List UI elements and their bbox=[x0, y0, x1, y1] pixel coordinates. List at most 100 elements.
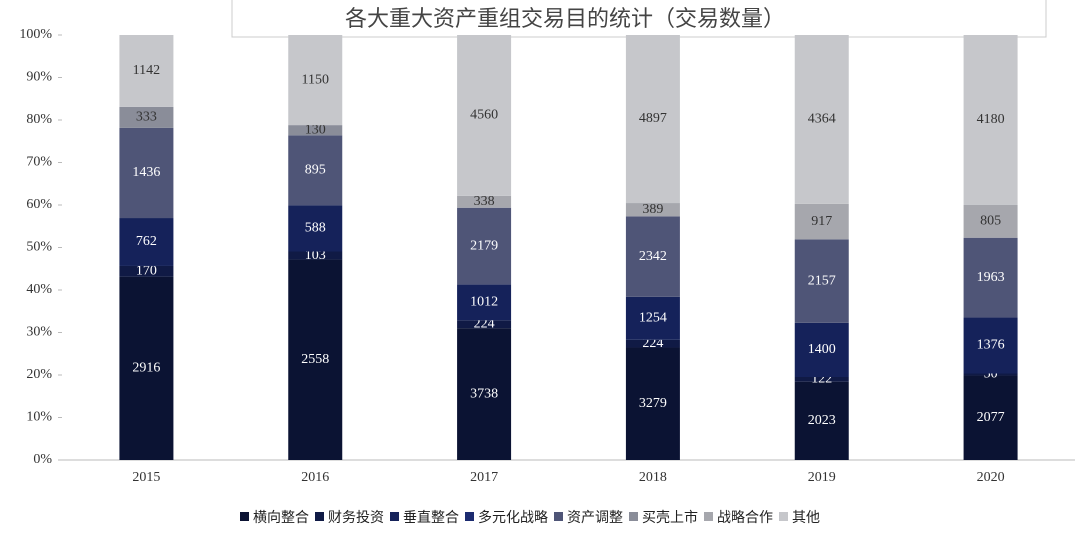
y-tick-label: 10% bbox=[26, 410, 52, 425]
data-label: 1376 bbox=[977, 338, 1005, 353]
bar-segment bbox=[119, 106, 174, 128]
bar-segment bbox=[625, 347, 680, 460]
legend-label: 横向整合 bbox=[253, 510, 309, 526]
legend-label: 买壳上市 bbox=[642, 509, 698, 526]
data-label: 917 bbox=[811, 214, 832, 229]
data-label: 1012 bbox=[470, 295, 498, 310]
y-tick-label: 90% bbox=[26, 70, 52, 85]
bar-segment bbox=[963, 237, 1018, 318]
data-label: 338 bbox=[474, 194, 495, 209]
data-label: 1150 bbox=[302, 72, 329, 87]
x-tick-label: 2020 bbox=[977, 470, 1005, 485]
bar-segment bbox=[288, 205, 343, 252]
data-label: 170 bbox=[136, 264, 157, 279]
bar-segment bbox=[288, 125, 343, 136]
legend-label: 垂直整合 bbox=[403, 509, 459, 526]
data-label: 333 bbox=[136, 109, 157, 124]
bar-segment bbox=[457, 284, 512, 321]
x-tick-label: 2017 bbox=[470, 470, 498, 485]
bar-segment bbox=[288, 135, 343, 206]
legend-swatch bbox=[779, 512, 788, 521]
y-tick-label: 70% bbox=[26, 155, 52, 170]
bar-segment bbox=[963, 204, 1018, 238]
data-label: 2558 bbox=[301, 352, 329, 367]
bar-segment bbox=[625, 216, 680, 297]
data-label: 3738 bbox=[470, 386, 498, 401]
legend-swatch bbox=[465, 512, 474, 521]
bar-segment bbox=[625, 296, 680, 340]
data-label: 1400 bbox=[808, 342, 836, 357]
y-tick-label: 60% bbox=[26, 197, 52, 212]
y-tick-label: 80% bbox=[26, 112, 52, 127]
bar-segment bbox=[794, 35, 849, 204]
y-tick-label: 40% bbox=[26, 282, 52, 297]
bar-segment bbox=[288, 259, 343, 460]
data-label: 2179 bbox=[470, 238, 498, 253]
x-tick-label: 2019 bbox=[808, 470, 836, 485]
bar-segment bbox=[119, 35, 174, 107]
y-tick-label: 50% bbox=[26, 240, 52, 255]
bar-segment bbox=[963, 35, 1018, 205]
bar-segment bbox=[457, 35, 512, 196]
bar-segment bbox=[794, 381, 849, 460]
data-label: 1254 bbox=[639, 310, 667, 325]
bar-segment bbox=[625, 203, 680, 217]
data-label: 2916 bbox=[132, 361, 160, 376]
bar-segment bbox=[963, 375, 1018, 460]
data-label: 3279 bbox=[639, 396, 667, 411]
bar-segment bbox=[794, 322, 849, 377]
legend-swatch bbox=[704, 512, 713, 521]
bar-segment bbox=[794, 203, 849, 240]
bar-segment bbox=[119, 276, 174, 460]
data-label: 1963 bbox=[977, 270, 1005, 285]
bar-segment bbox=[457, 195, 512, 208]
bar-segment bbox=[963, 373, 1018, 376]
y-tick-label: 30% bbox=[26, 325, 52, 340]
data-label: 4180 bbox=[977, 112, 1005, 127]
data-label: 130 bbox=[305, 122, 326, 137]
y-tick-label: 0% bbox=[33, 452, 52, 467]
chart-title: 各大重大资产重组交易目的统计（交易数量） bbox=[345, 7, 785, 32]
bar-segment bbox=[794, 376, 849, 382]
bar-segment bbox=[119, 218, 174, 266]
legend-label: 多元化战略 bbox=[478, 509, 548, 526]
legend-swatch bbox=[315, 512, 324, 521]
data-label: 1142 bbox=[133, 63, 160, 78]
data-label: 2157 bbox=[808, 273, 836, 288]
bar-segment bbox=[794, 239, 849, 323]
legend-label: 资产调整 bbox=[567, 510, 623, 526]
data-label: 762 bbox=[136, 234, 157, 249]
x-tick-label: 2018 bbox=[639, 470, 667, 485]
bar-segment bbox=[119, 127, 174, 219]
legend-swatch bbox=[629, 512, 638, 521]
legend-label: 财务投资 bbox=[328, 510, 384, 526]
bar-segment bbox=[457, 207, 512, 285]
y-tick-label: 20% bbox=[26, 367, 52, 382]
bar-segment bbox=[288, 35, 343, 126]
data-label: 2342 bbox=[639, 249, 667, 264]
data-label: 4560 bbox=[470, 108, 498, 123]
data-label: 1436 bbox=[132, 165, 160, 180]
bar-segment bbox=[625, 339, 680, 348]
data-label: 103 bbox=[305, 248, 326, 263]
data-label: 805 bbox=[980, 214, 1001, 229]
legend-swatch bbox=[240, 512, 249, 521]
bar-segment bbox=[457, 328, 512, 460]
data-label: 389 bbox=[642, 202, 663, 217]
data-label: 4897 bbox=[639, 111, 667, 126]
data-label: 895 bbox=[305, 163, 326, 178]
data-label: 4364 bbox=[808, 112, 836, 127]
legend-label: 战略合作 bbox=[717, 510, 773, 526]
data-label: 2077 bbox=[977, 410, 1005, 425]
bar-segment bbox=[288, 251, 343, 260]
bar-segment bbox=[625, 35, 680, 204]
x-tick-label: 2015 bbox=[132, 470, 160, 485]
legend-label: 其他 bbox=[792, 510, 820, 526]
data-label: 588 bbox=[305, 221, 326, 236]
legend-swatch bbox=[390, 512, 399, 521]
data-label: 2023 bbox=[808, 413, 836, 428]
legend-swatch bbox=[554, 512, 563, 521]
y-tick-label: 100% bbox=[19, 27, 52, 42]
bar-segment bbox=[963, 317, 1018, 374]
